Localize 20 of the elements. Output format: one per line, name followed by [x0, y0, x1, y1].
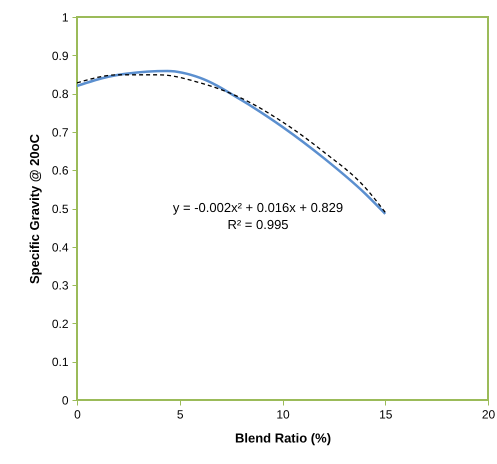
- x-axis-title: Blend Ratio (%): [234, 430, 332, 446]
- y-tick-label: 0.3: [52, 278, 69, 293]
- y-tick-label: 0.5: [52, 202, 69, 216]
- x-tick-label: 10: [276, 408, 290, 422]
- x-tick-label: 20: [482, 408, 496, 422]
- y-tick-label: 0.8: [52, 87, 69, 102]
- x-tick-label: 15: [379, 408, 393, 422]
- annotation: y = -0.002x² + 0.016x + 0.829: [172, 200, 344, 215]
- y-tick-label: 0.4: [52, 240, 69, 254]
- y-tick-label: 0.9: [52, 48, 69, 63]
- y-tick-label: 0.7: [52, 125, 69, 140]
- x-tick-label: 0: [74, 408, 82, 422]
- y-tick-label: 0.2: [52, 316, 69, 331]
- y-axis-title: Specific Gravity @ 20oC: [26, 133, 42, 284]
- y-tick-label: 1: [62, 10, 69, 24]
- y-tick-label: 0.6: [52, 164, 69, 178]
- x-tick-label: 5: [176, 408, 184, 422]
- y-tick-label: 0.1: [52, 355, 69, 370]
- y-tick-label: 0: [62, 394, 69, 408]
- annotation: R² = 0.995: [227, 217, 289, 232]
